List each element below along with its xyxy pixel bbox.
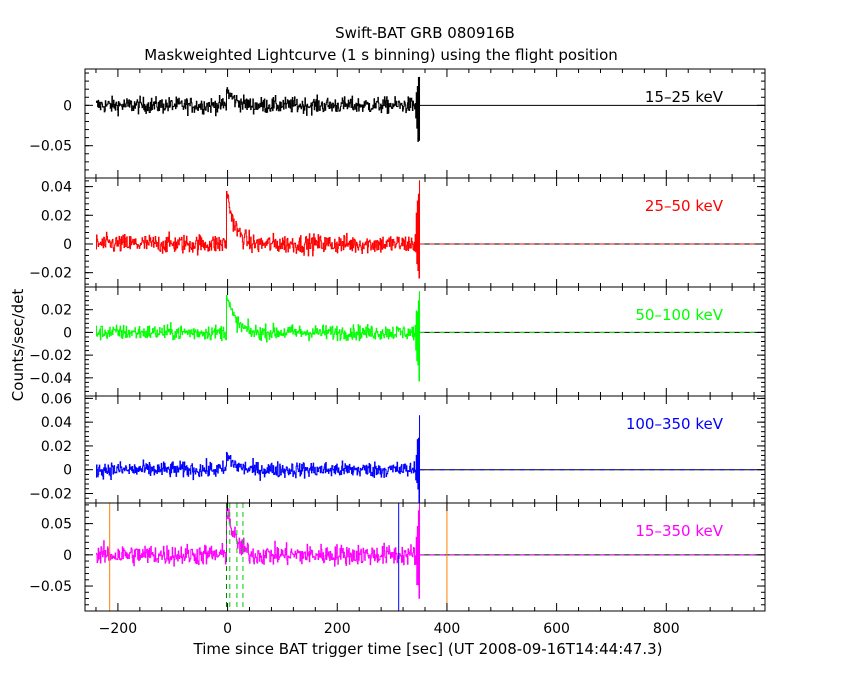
chart-title: Swift-BAT GRB 080916B (335, 24, 515, 42)
series-line-15-25-kev (95, 76, 421, 142)
y-tick-label: −0.04 (29, 371, 72, 387)
x-tick-label: 0 (223, 621, 232, 637)
y-tick-label: 0 (63, 463, 72, 479)
y-tick-label: −0.05 (29, 139, 72, 155)
y-tick-label: 0.05 (41, 517, 72, 533)
chart-subtitle: Maskweighted Lightcurve (1 s binning) us… (144, 46, 618, 64)
series-line-50-100-kev (95, 291, 421, 382)
panel-energy-label: 15–25 keV (645, 88, 724, 106)
y-tick-label: 0 (63, 325, 72, 341)
y-tick-label: −0.02 (29, 486, 72, 502)
panel-energy-label: 25–50 keV (645, 197, 724, 215)
x-tick-label: 200 (324, 621, 351, 637)
panel-frame (84, 286, 766, 397)
panel-energy-label: 100–350 keV (626, 415, 724, 433)
panel-energy-label: 15–350 keV (635, 522, 723, 540)
y-axis-label: Counts/sec/det (9, 288, 27, 402)
y-tick-label: 0.04 (41, 415, 72, 431)
y-tick-label: 0.02 (41, 208, 72, 224)
series-line-25-50-kev (95, 180, 421, 279)
panel-frame (84, 177, 766, 288)
panel-frame (84, 68, 766, 179)
y-tick-label: 0.02 (41, 303, 72, 319)
y-tick-label: 0 (63, 98, 72, 114)
x-tick-label: 600 (543, 621, 570, 637)
y-tick-label: 0.06 (41, 391, 72, 407)
x-tick-label: 400 (434, 621, 461, 637)
x-tick-label: 800 (653, 621, 680, 637)
y-tick-label: 0 (63, 548, 72, 564)
series-line-100-350-kev (95, 415, 421, 503)
y-tick-label: 0.04 (41, 180, 72, 196)
x-tick-label: −200 (99, 621, 137, 637)
series-line-15-350-kev (95, 503, 421, 599)
y-tick-label: −0.02 (29, 348, 72, 364)
y-tick-label: 0 (63, 237, 72, 253)
y-tick-label: −0.02 (29, 266, 72, 282)
y-tick-label: 0.02 (41, 439, 72, 455)
x-axis-label: Time since BAT trigger time [sec] (UT 20… (193, 640, 663, 658)
y-tick-label: −0.05 (29, 579, 72, 595)
panel-frame (84, 502, 766, 612)
panel-energy-label: 50–100 keV (635, 306, 723, 324)
panel-frame (84, 395, 766, 504)
